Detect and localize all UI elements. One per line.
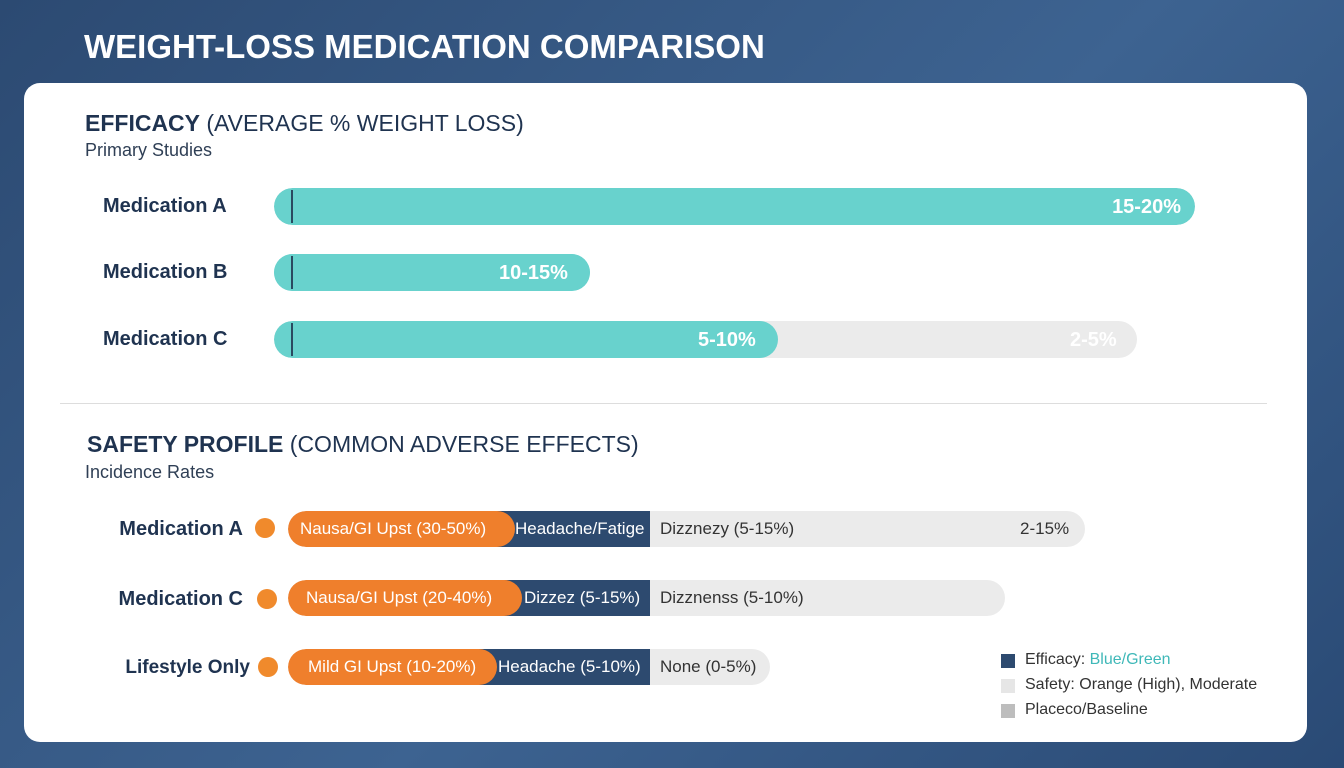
row-label: Lifestyle Only: [125, 657, 250, 678]
subtitle: Primary Studies: [85, 140, 213, 160]
segment: Dizznenss (5-10%): [660, 588, 804, 607]
bar-track: Headache/Fatige Nausa/GI Upst (30-50%) D…: [288, 511, 1085, 547]
segment: Mild GI Upst (10-20%): [288, 649, 497, 685]
safety-heading: SAFETY PROFILE (COMMON ADVERSE EFFECTS): [87, 431, 639, 458]
segment: Headache/Fatige: [488, 511, 650, 547]
bar-track: 10-15%: [274, 254, 590, 291]
marker: [291, 256, 293, 289]
card: EFFICACY (AVERAGE % WEIGHT LOSS) Primary…: [24, 83, 1307, 742]
icon: [255, 518, 275, 538]
bar-track: Dizzez (5-15%) Nausa/GI Upst (20-40%) Di…: [288, 580, 1005, 616]
segment: Headache (5-10%): [478, 649, 650, 685]
value-label: 15-20%: [1112, 196, 1181, 218]
bar-track: Headache (5-10%) Mild GI Upst (10-20%) N…: [288, 649, 770, 685]
bar-track: 5-10% 2-5%: [274, 321, 1137, 358]
marker: [291, 190, 293, 223]
value-label: 5-10%: [698, 329, 756, 351]
heading-bold: SAFETY PROFILE: [87, 431, 284, 457]
bar: [274, 254, 590, 291]
bar-track: 15-20%: [274, 188, 1195, 225]
row-label: Medication A: [103, 195, 227, 217]
segment: None (0-5%): [660, 657, 757, 676]
divider: [60, 403, 1267, 404]
legend-entry: Efficacy: Blue/Green: [1025, 651, 1171, 669]
legend-swatch: [1001, 654, 1015, 668]
row-label: Medication C: [118, 588, 243, 610]
bar: [274, 188, 1195, 225]
legend-label: Placeco/Baseline: [1025, 701, 1148, 718]
icon: [258, 657, 278, 677]
icon: [257, 589, 277, 609]
heading-bold: EFFICACY: [85, 110, 200, 136]
legend-highlight: Blue/Green: [1089, 651, 1171, 668]
subtitle: Incidence Rates: [85, 462, 215, 482]
legend-label: Efficacy:: [1025, 651, 1086, 668]
segment: Nausa/GI Upst (30-50%): [288, 511, 515, 547]
marker: [291, 323, 293, 356]
heading-rest: (COMMON ADVERSE EFFECTS): [289, 431, 639, 457]
legend-label: Safety: Orange (High), Moderate: [1025, 676, 1258, 693]
legend-swatch: [1001, 679, 1015, 693]
legend-swatch: [1001, 704, 1015, 718]
secondary-label: 2-5%: [1070, 329, 1117, 351]
heading-rest: (AVERAGE % WEIGHT LOSS): [206, 110, 524, 136]
segment: 2-15%: [1020, 519, 1070, 538]
efficacy-heading: EFFICACY (AVERAGE % WEIGHT LOSS): [85, 110, 524, 137]
title: WEIGHT-LOSS MEDICATION COMPARISON: [84, 28, 765, 65]
bar: [274, 321, 778, 358]
row-label: Medication A: [119, 518, 243, 540]
row-label: Medication C: [103, 328, 228, 350]
value-label: 10-15%: [499, 262, 568, 284]
row-label: Medication B: [103, 261, 228, 283]
segment: Nausa/GI Upst (20-40%): [288, 580, 522, 616]
segment: Dizznezy (5-15%): [660, 519, 795, 538]
